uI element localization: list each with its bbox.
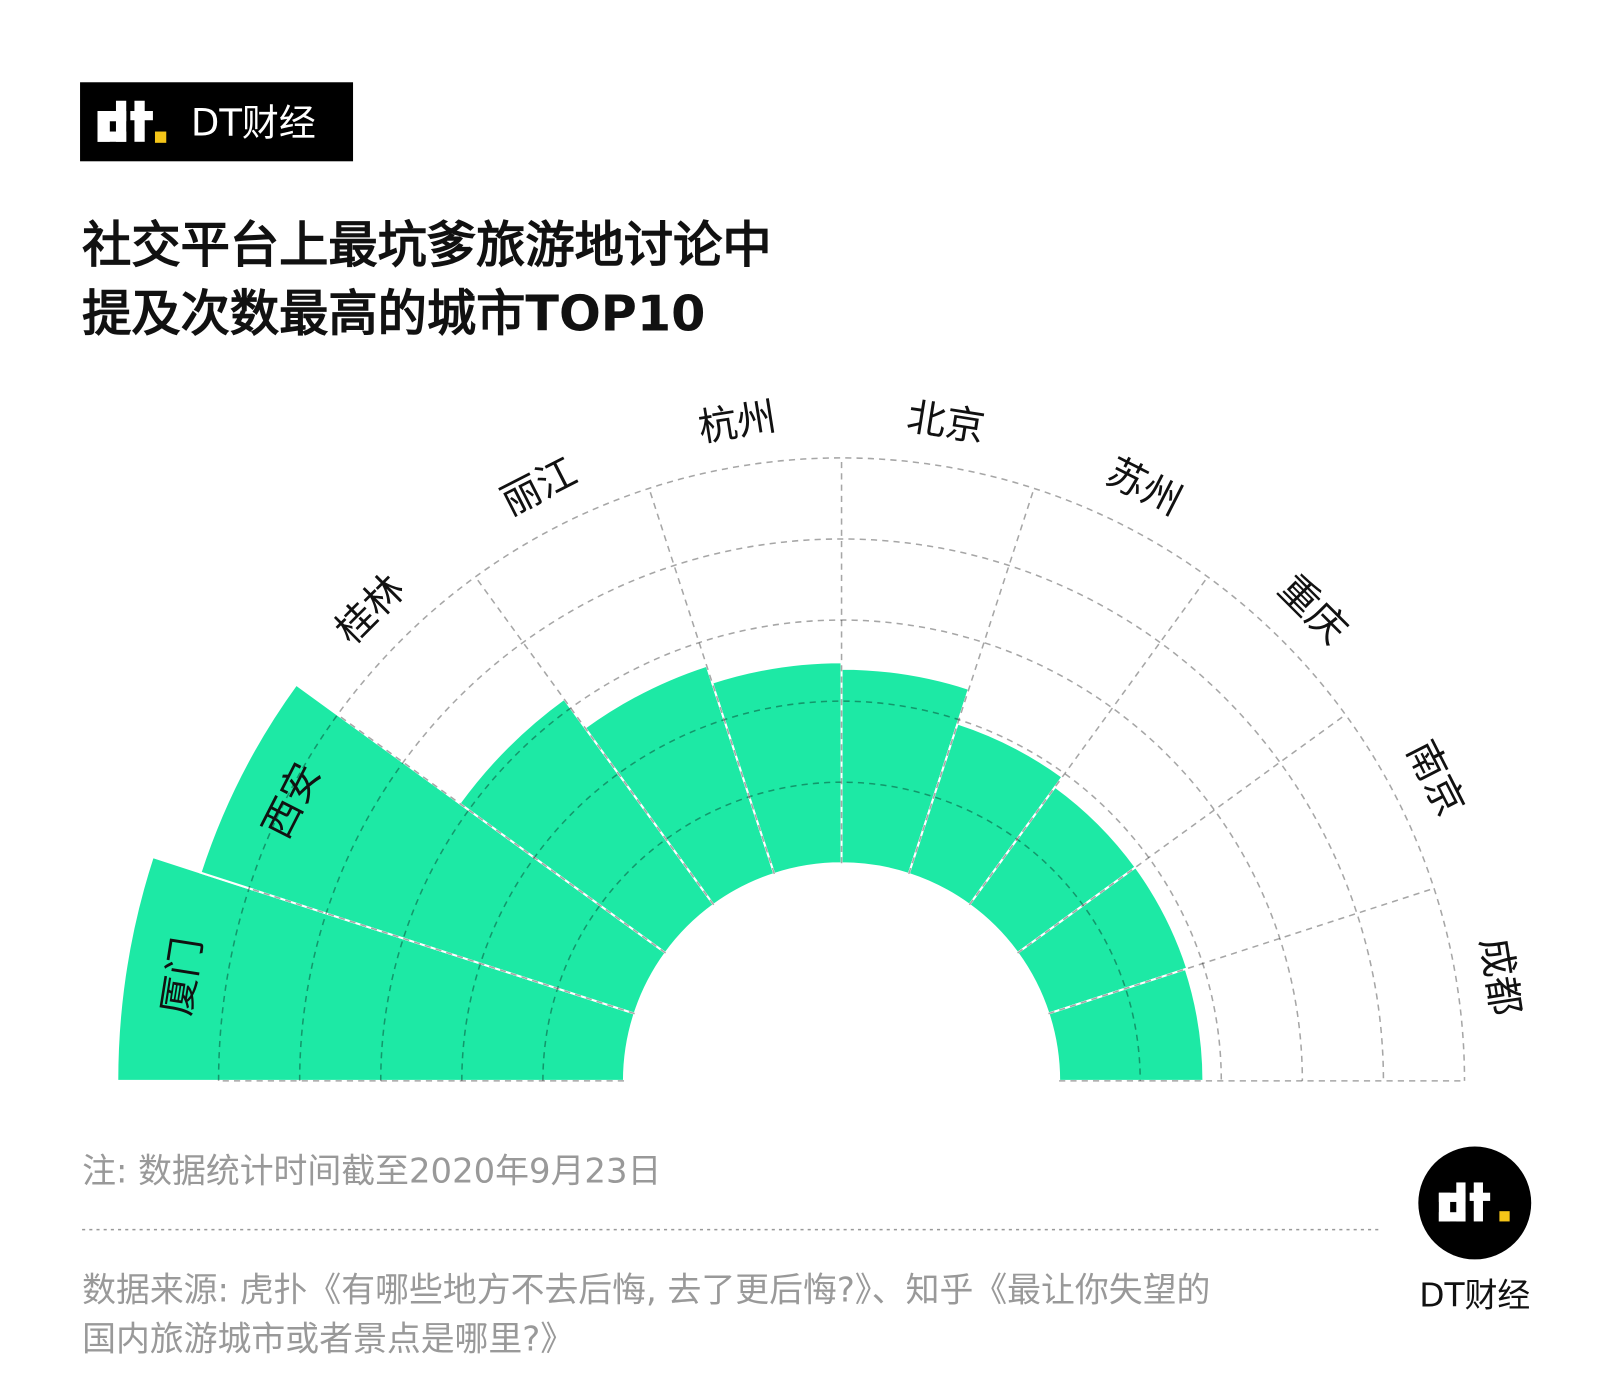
source: 国内旅游城市或者景点是哪里?》 — [82, 1320, 574, 1359]
grid-arc — [379, 619, 1304, 1081]
bar — [199, 683, 667, 1015]
category-label: 北京 — [904, 395, 988, 452]
grid-arc — [542, 781, 1141, 1081]
bar — [1016, 865, 1189, 1015]
bar — [710, 661, 843, 876]
bar — [583, 664, 776, 907]
header-logo — [97, 100, 153, 142]
chart-title: 社交平台上最坑爹旅游地讨论中 — [82, 216, 772, 274]
bar — [116, 855, 636, 1082]
chart-title: 提及次数最高的城市TOP10 — [82, 285, 705, 343]
category-label: 杭州 — [695, 395, 779, 452]
category-label: 苏州 — [1099, 450, 1189, 525]
category-label: 丽江 — [494, 450, 584, 525]
category-label: 成都 — [1471, 935, 1528, 1019]
bar — [907, 722, 1064, 907]
grid-arc — [298, 538, 1385, 1081]
footer-logo-mark — [1438, 1182, 1491, 1222]
source: 数据来源: 虎扑《有哪些地方不去后悔, 去了更后悔?》、知乎《最让你失望的 — [82, 1270, 1210, 1309]
bar — [840, 667, 971, 876]
header-logo-dot — [154, 131, 167, 143]
note: 注: 数据统计时间截至2020年9月23日 — [82, 1151, 661, 1190]
header-brand: DT财经 — [191, 102, 316, 145]
category-label: 南京 — [1397, 734, 1472, 824]
footer-logo-dot — [1499, 1211, 1510, 1222]
bar — [458, 697, 716, 955]
footer-brand: DT财经 — [1419, 1277, 1530, 1315]
bar — [1047, 967, 1205, 1082]
